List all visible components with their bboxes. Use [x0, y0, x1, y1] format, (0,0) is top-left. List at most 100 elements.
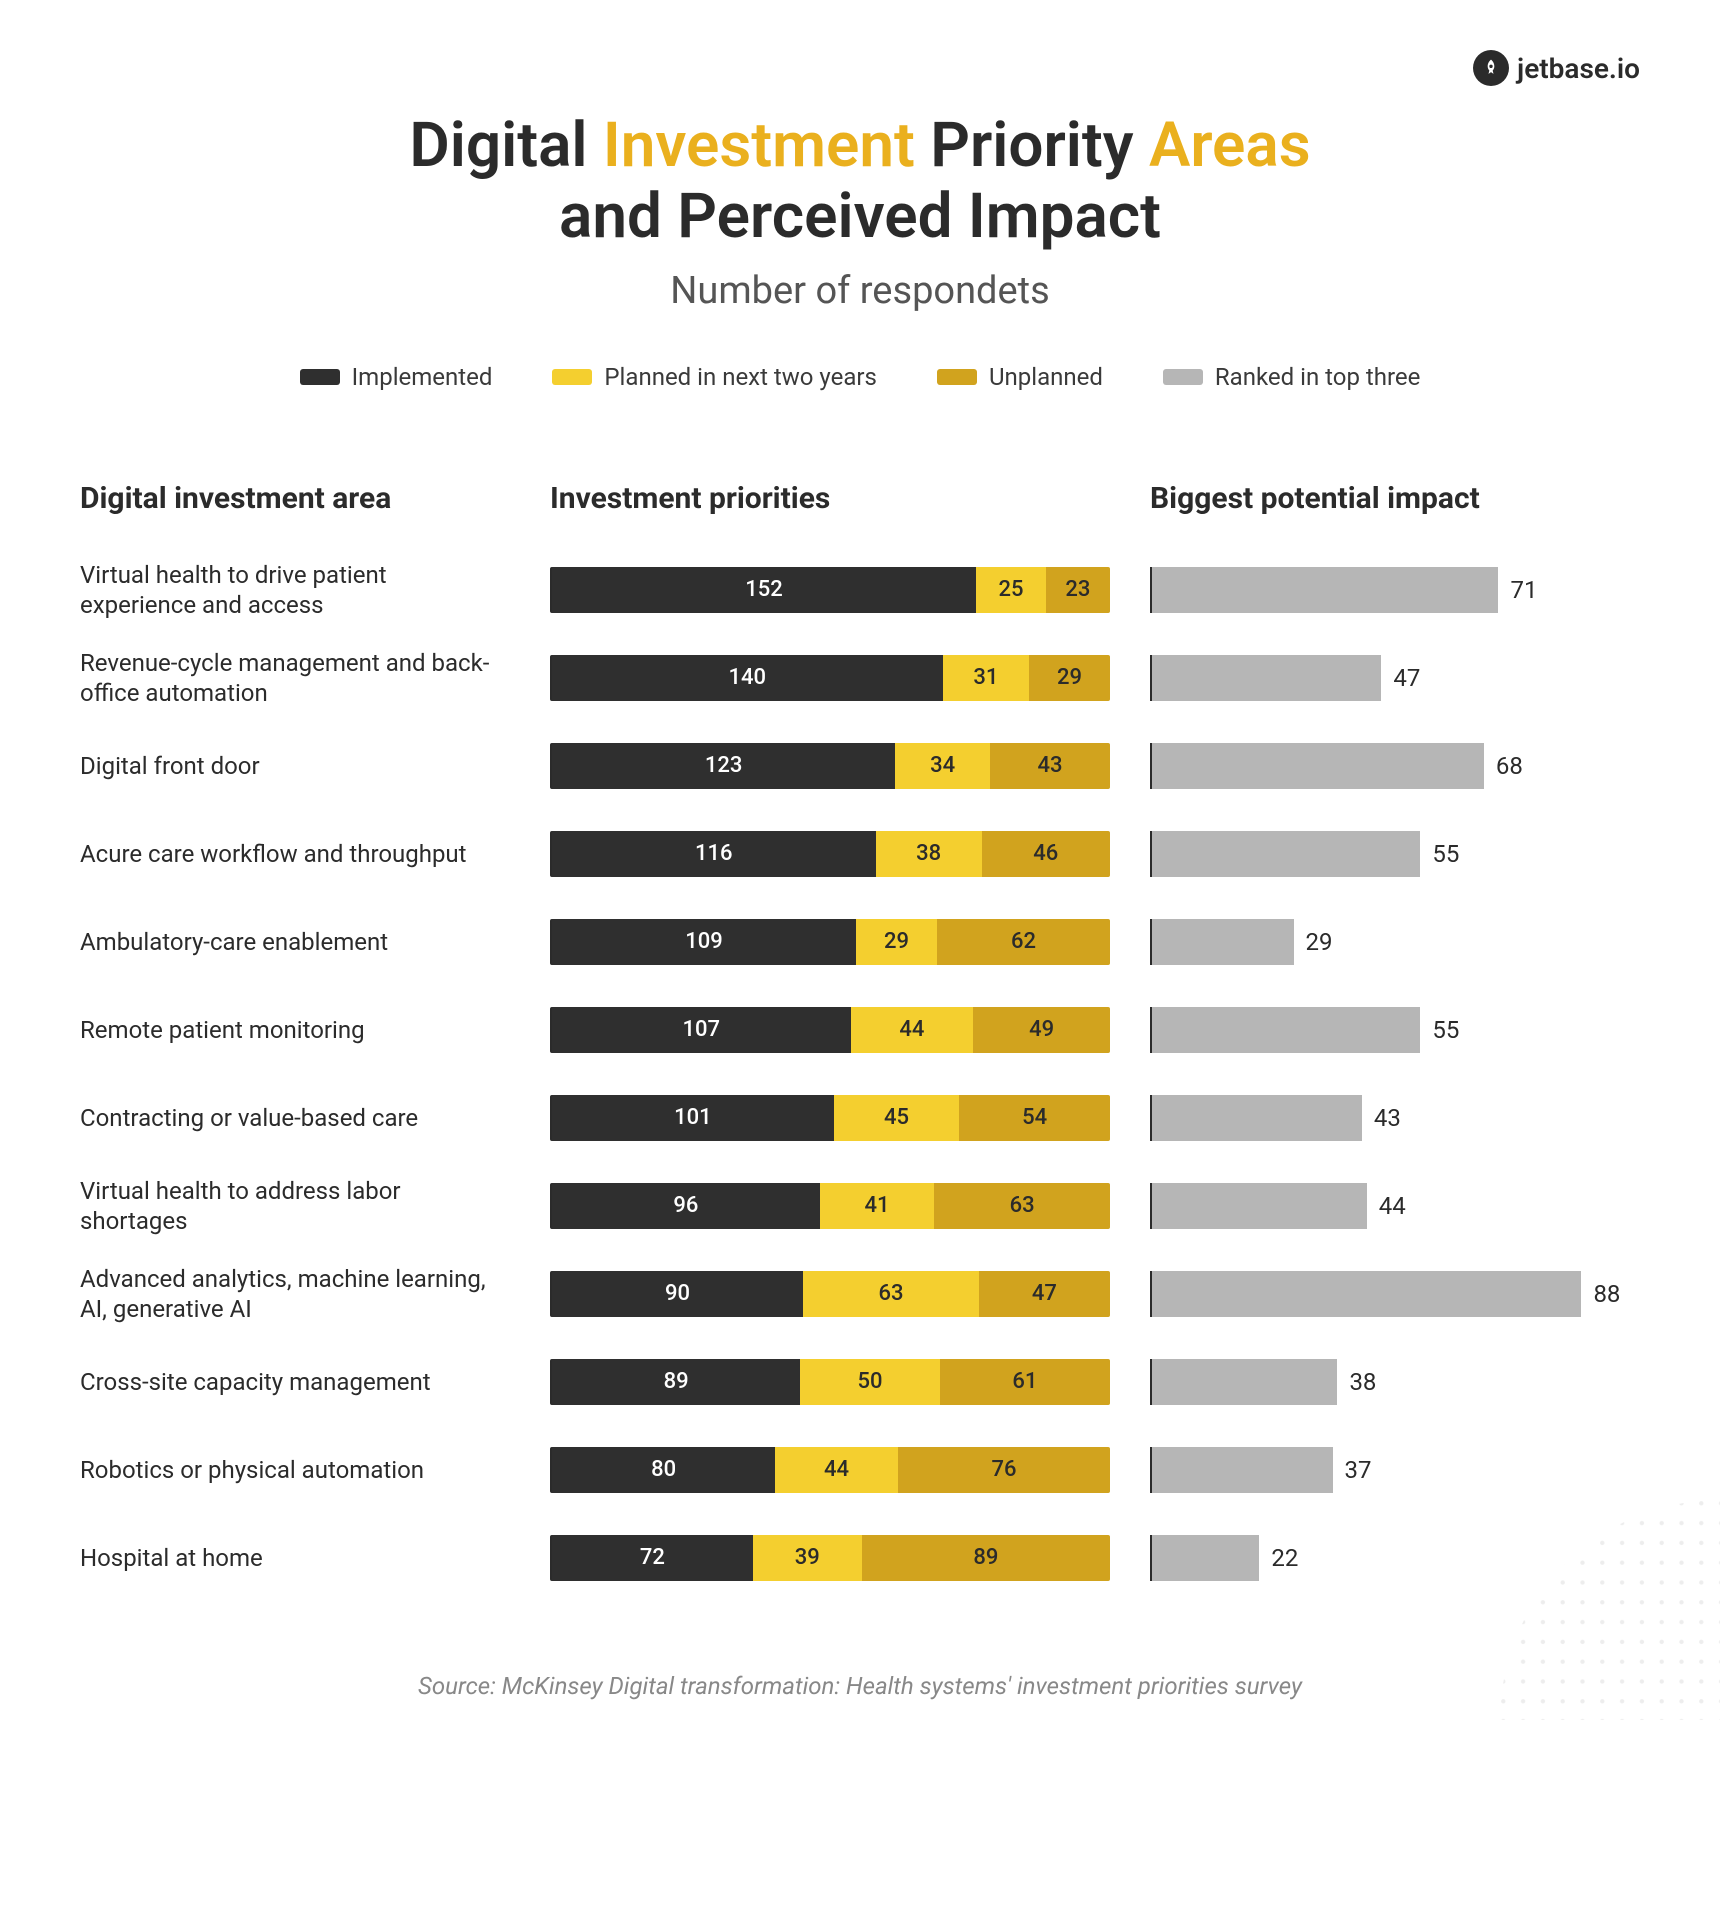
legend-label: Planned in next two years [604, 363, 877, 391]
impact-bar-cell: 43 [1150, 1095, 1640, 1141]
legend-swatch [1163, 369, 1203, 385]
stacked-bar: 90 63 47 [550, 1271, 1110, 1317]
legend-item: Unplanned [937, 363, 1103, 391]
impact-bar-cell: 68 [1150, 743, 1640, 789]
impact-bar [1152, 567, 1498, 613]
row-label: Robotics or physical automation [80, 1455, 510, 1485]
stacked-bar: 96 41 63 [550, 1183, 1110, 1229]
segment-unplanned: 43 [990, 743, 1110, 789]
impact-value: 22 [1271, 1544, 1298, 1572]
segment-planned: 50 [800, 1359, 940, 1405]
chart-row: Cross-site capacity management 89 50 61 … [80, 1338, 1640, 1426]
impact-bar [1152, 655, 1381, 701]
legend-swatch [552, 369, 592, 385]
segment-planned: 25 [976, 567, 1046, 613]
chart-title-block: Digital Investment Priority Areas and Pe… [80, 110, 1640, 313]
impact-value: 71 [1510, 576, 1537, 604]
stacked-bar: 123 34 43 [550, 743, 1110, 789]
impact-value: 29 [1306, 928, 1333, 956]
chart-row: Advanced analytics, machine learning, AI… [80, 1250, 1640, 1338]
impact-value: 37 [1345, 1456, 1372, 1484]
impact-bar [1152, 1447, 1333, 1493]
segment-implemented: 116 [552, 831, 876, 877]
impact-bar [1152, 1535, 1259, 1581]
impact-bar-cell: 38 [1150, 1359, 1640, 1405]
segment-unplanned: 62 [937, 919, 1110, 965]
stacked-bar: 101 45 54 [550, 1095, 1110, 1141]
segment-unplanned: 46 [982, 831, 1110, 877]
impact-bar [1152, 743, 1484, 789]
segment-unplanned: 29 [1029, 655, 1110, 701]
chart-row: Remote patient monitoring 107 44 49 55 [80, 986, 1640, 1074]
stacked-bar: 109 29 62 [550, 919, 1110, 965]
chart-row: Virtual health to drive patient experien… [80, 546, 1640, 634]
impact-bar-cell: 88 [1150, 1271, 1640, 1317]
chart-row: Robotics or physical automation 80 44 76… [80, 1426, 1640, 1514]
impact-bar-cell: 22 [1150, 1535, 1640, 1581]
legend-label: Implemented [352, 363, 493, 391]
segment-implemented: 109 [552, 919, 856, 965]
segment-planned: 29 [856, 919, 937, 965]
legend-label: Ranked in top three [1215, 363, 1420, 391]
impact-bar [1152, 1007, 1420, 1053]
source-citation: Source: McKinsey Digital transformation:… [80, 1672, 1640, 1700]
chart-row: Ambulatory-care enablement 109 29 62 29 [80, 898, 1640, 986]
impact-value: 88 [1593, 1280, 1620, 1308]
segment-unplanned: 89 [862, 1535, 1110, 1581]
chart-title: Digital Investment Priority Areas and Pe… [80, 110, 1640, 253]
segment-implemented: 89 [552, 1359, 800, 1405]
row-label: Contracting or value-based care [80, 1103, 510, 1133]
row-label: Acure care workflow and throughput [80, 839, 510, 869]
legend-label: Unplanned [989, 363, 1103, 391]
impact-bar [1152, 919, 1294, 965]
segment-planned: 31 [943, 655, 1029, 701]
column-headers: Digital investment area Investment prior… [80, 481, 1640, 516]
impact-bar [1152, 1183, 1367, 1229]
segment-implemented: 152 [552, 567, 976, 613]
segment-planned: 45 [834, 1095, 960, 1141]
impact-value: 55 [1432, 840, 1459, 868]
chart-row: Virtual health to address labor shortage… [80, 1162, 1640, 1250]
stacked-bar: 80 44 76 [550, 1447, 1110, 1493]
segment-implemented: 140 [552, 655, 943, 701]
header-area: Digital investment area [80, 481, 510, 516]
row-label: Revenue-cycle management and back-office… [80, 648, 510, 708]
impact-bar-cell: 47 [1150, 655, 1640, 701]
row-label: Digital front door [80, 751, 510, 781]
segment-implemented: 123 [552, 743, 895, 789]
header-priorities: Investment priorities [550, 481, 1110, 516]
row-label: Hospital at home [80, 1543, 510, 1573]
legend-item: Implemented [300, 363, 493, 391]
segment-planned: 63 [803, 1271, 979, 1317]
chart-row: Hospital at home 72 39 89 22 [80, 1514, 1640, 1602]
impact-value: 43 [1374, 1104, 1401, 1132]
impact-value: 38 [1349, 1368, 1376, 1396]
segment-unplanned: 47 [979, 1271, 1110, 1317]
legend-item: Ranked in top three [1163, 363, 1420, 391]
legend-swatch [300, 369, 340, 385]
impact-bar-cell: 55 [1150, 831, 1640, 877]
legend-swatch [937, 369, 977, 385]
impact-bar-cell: 71 [1150, 567, 1640, 613]
row-label: Virtual health to address labor shortage… [80, 1176, 510, 1236]
row-label: Advanced analytics, machine learning, AI… [80, 1264, 510, 1324]
segment-unplanned: 61 [940, 1359, 1110, 1405]
segment-implemented: 107 [552, 1007, 851, 1053]
segment-implemented: 96 [552, 1183, 820, 1229]
row-label: Cross-site capacity management [80, 1367, 510, 1397]
row-label: Remote patient monitoring [80, 1015, 510, 1045]
stacked-bar: 140 31 29 [550, 655, 1110, 701]
chart-row: Acure care workflow and throughput 116 3… [80, 810, 1640, 898]
stacked-bar: 107 44 49 [550, 1007, 1110, 1053]
segment-planned: 44 [775, 1447, 898, 1493]
impact-bar-cell: 44 [1150, 1183, 1640, 1229]
impact-value: 44 [1379, 1192, 1406, 1220]
stacked-bar: 152 25 23 [550, 567, 1110, 613]
segment-planned: 39 [753, 1535, 862, 1581]
chart-row: Revenue-cycle management and back-office… [80, 634, 1640, 722]
impact-value: 68 [1496, 752, 1523, 780]
impact-value: 55 [1432, 1016, 1459, 1044]
brand-logo: jetbase.io [1473, 50, 1640, 86]
segment-unplanned: 76 [898, 1447, 1110, 1493]
impact-bar [1152, 1359, 1337, 1405]
